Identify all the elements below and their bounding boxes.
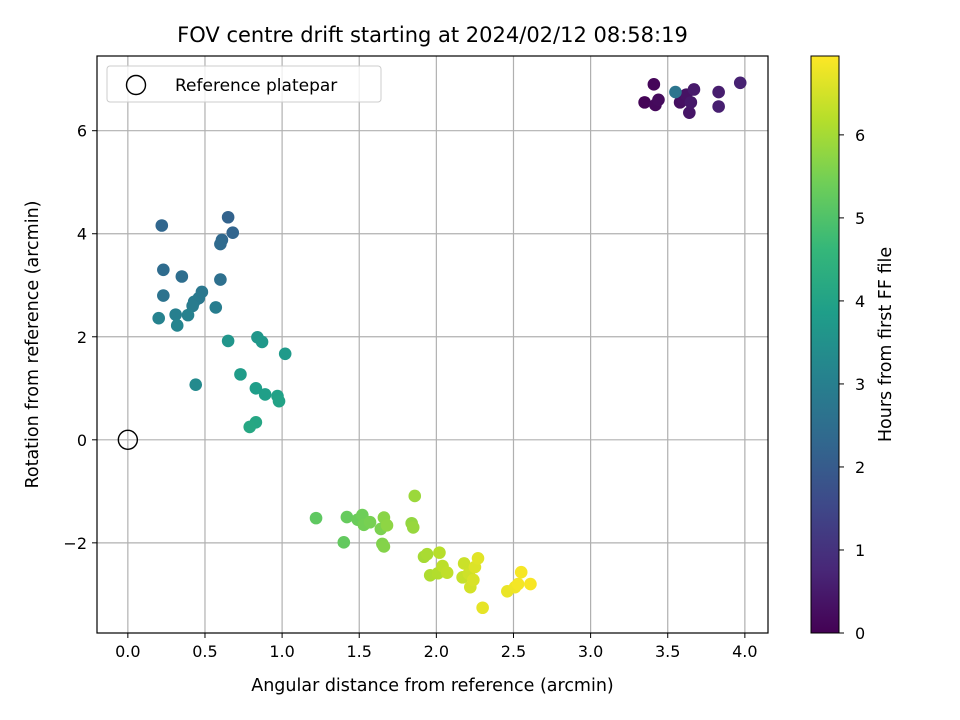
y-tick-label: 0 xyxy=(77,431,87,450)
y-tick-label: 2 xyxy=(77,328,87,347)
data-point xyxy=(226,226,240,240)
chart-title: FOV centre drift starting at 2024/02/12 … xyxy=(177,23,688,47)
colorbar-ticks: 0 1 2 3 4 5 6 xyxy=(839,126,865,643)
colorbar-label: Hours from first FF file xyxy=(876,247,896,442)
colorbar-tick-label: 2 xyxy=(855,458,865,477)
data-point xyxy=(181,308,195,322)
x-tick-label: 0.5 xyxy=(192,642,217,661)
data-point xyxy=(152,311,166,325)
reference-platepar-marker xyxy=(117,429,139,451)
data-point xyxy=(340,510,354,524)
y-axis-label: Rotation from reference (arcmin) xyxy=(23,201,43,489)
data-point xyxy=(221,334,235,348)
x-axis-ticks: 0.0 0.5 1.0 1.5 2.0 2.5 3.0 3.5 4.0 xyxy=(115,633,758,661)
data-point xyxy=(234,368,247,381)
colorbar-bar xyxy=(810,55,840,634)
grid-lines xyxy=(97,56,768,633)
data-point xyxy=(683,106,696,119)
data-point xyxy=(169,308,182,321)
colorbar-tick-label: 1 xyxy=(855,541,865,560)
data-point xyxy=(669,85,682,99)
data-point xyxy=(209,301,223,314)
data-point xyxy=(433,546,446,559)
data-point xyxy=(420,547,434,561)
data-point xyxy=(309,511,323,525)
legend-entry-reference: Reference platepar xyxy=(175,76,337,96)
x-tick-label: 3.0 xyxy=(578,642,603,661)
x-tick-label: 0.0 xyxy=(115,642,140,661)
data-point xyxy=(214,237,227,251)
data-point xyxy=(278,347,292,361)
data-point xyxy=(511,577,525,591)
data-point xyxy=(652,93,665,107)
data-point xyxy=(476,601,489,615)
data-point xyxy=(157,263,170,277)
data-point xyxy=(712,100,725,113)
x-tick-label: 1.0 xyxy=(269,642,294,661)
colorbar-tick-label: 3 xyxy=(855,375,865,394)
colorbar: 0 1 2 3 4 5 6 Hours from first FF file xyxy=(810,55,896,643)
legend-marker-reference xyxy=(125,74,147,96)
data-point xyxy=(471,551,485,565)
x-axis-label: Angular distance from reference (arcmin) xyxy=(251,676,614,696)
data-point xyxy=(255,335,269,349)
data-point xyxy=(221,210,235,224)
data-point xyxy=(189,378,203,391)
colorbar-tick-label: 0 xyxy=(855,624,865,643)
data-point xyxy=(406,521,420,534)
colorbar-tick-label: 6 xyxy=(855,126,865,145)
y-tick-label: −2 xyxy=(63,534,87,553)
data-point xyxy=(249,381,263,395)
x-tick-label: 3.5 xyxy=(655,642,680,661)
legend: Reference platepar xyxy=(106,65,382,103)
data-point xyxy=(733,76,747,90)
data-point xyxy=(684,96,698,109)
data-point xyxy=(440,566,454,580)
data-point xyxy=(363,515,377,529)
data-point xyxy=(467,573,480,587)
data-point xyxy=(337,536,351,549)
data-point xyxy=(408,489,422,503)
data-point xyxy=(272,394,286,408)
data-point xyxy=(214,273,227,286)
legend-box xyxy=(106,65,382,103)
x-tick-label: 4.0 xyxy=(732,642,757,661)
x-tick-label: 2.0 xyxy=(424,642,449,661)
data-point xyxy=(638,96,651,109)
y-axis-ticks: −2 0 2 4 6 xyxy=(63,122,97,553)
plot-frame xyxy=(96,55,769,634)
data-point xyxy=(155,219,169,232)
data-point xyxy=(380,519,394,532)
data-point xyxy=(687,83,701,96)
data-point xyxy=(524,577,537,591)
data-point xyxy=(157,289,170,302)
colorbar-tick-label: 5 xyxy=(855,209,865,228)
x-tick-label: 2.5 xyxy=(501,642,526,661)
data-point xyxy=(175,270,189,283)
data-point xyxy=(377,540,391,553)
data-point xyxy=(514,565,528,579)
y-tick-label: 6 xyxy=(77,122,87,141)
x-tick-label: 1.5 xyxy=(347,642,372,661)
data-point xyxy=(170,319,184,332)
data-point xyxy=(243,420,257,434)
data-points xyxy=(152,76,747,615)
data-point xyxy=(712,85,725,99)
data-point xyxy=(647,78,661,91)
colorbar-tick-label: 4 xyxy=(855,292,865,311)
data-point xyxy=(457,557,471,570)
data-point xyxy=(258,388,272,401)
y-tick-label: 4 xyxy=(77,225,87,244)
